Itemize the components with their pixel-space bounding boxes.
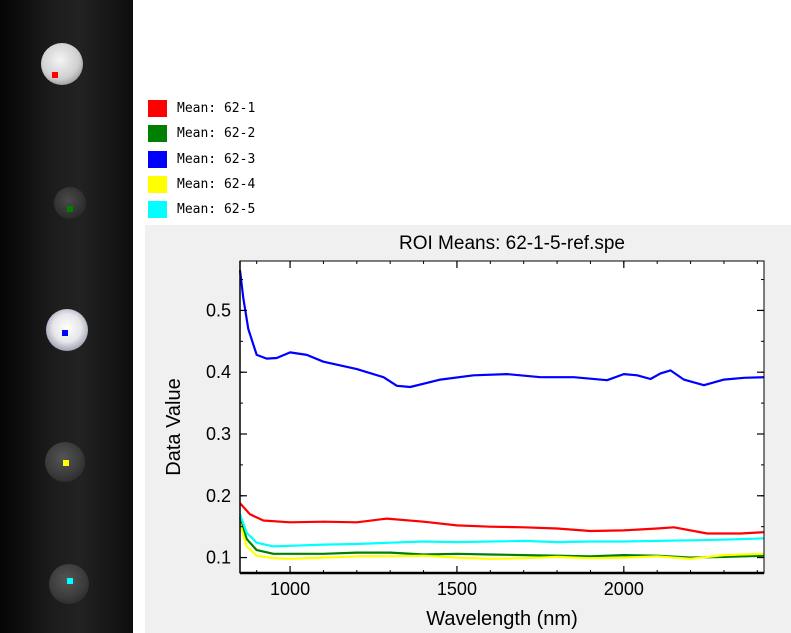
roi-marker-4 [63, 460, 69, 466]
legend-swatch [148, 125, 167, 143]
legend-item: Mean: 62-5 [148, 197, 255, 222]
roi-marker-3 [62, 330, 68, 336]
x-tick-label: 1000 [270, 579, 310, 599]
x-tick-label: 1500 [437, 579, 477, 599]
roi-marker-5 [67, 578, 73, 584]
legend-label: Mean: 62-3 [177, 151, 256, 167]
y-tick-label: 0.4 [206, 362, 231, 382]
legend-label: Mean: 62-1 [177, 101, 256, 117]
plot-panel: ROI Means: 62-1-5-ref.spe 1000 1500 2000 0.1… [145, 225, 791, 633]
hyperspectral-image-strip [0, 0, 133, 633]
roi-marker-1 [52, 72, 58, 78]
sample-disc-4 [45, 442, 85, 482]
sample-disc-3 [46, 309, 88, 351]
series-line-5 [238, 513, 765, 548]
sample-disc-1 [41, 43, 83, 85]
sample-disc-2 [54, 187, 86, 219]
y-tick-label: 0.3 [206, 424, 231, 444]
series-line-4 [238, 523, 765, 560]
legend-item: Mean: 62-1 [148, 96, 255, 121]
legend: Mean: 62-1 Mean: 62-2 Mean: 62-3 Mean: 62-4… [148, 96, 255, 222]
series-line-3 [238, 270, 765, 389]
sample-disc-5 [49, 564, 89, 604]
legend-label: Mean: 62-5 [177, 202, 256, 218]
legend-swatch [148, 150, 167, 168]
legend-swatch [148, 201, 167, 219]
legend-label: Mean: 62-4 [177, 177, 256, 193]
legend-swatch [148, 176, 167, 194]
legend-label: Mean: 62-2 [177, 126, 256, 142]
legend-item: Mean: 62-3 [148, 147, 255, 172]
chart-title: ROI Means: 62-1-5-ref.spe [399, 233, 625, 254]
x-axis-label: Wavelength (nm) [426, 608, 578, 630]
roi-marker-2 [67, 206, 73, 212]
legend-swatch [148, 100, 167, 118]
y-tick-label: 0.2 [206, 486, 231, 506]
y-tick-label: 0.1 [206, 548, 231, 568]
y-axis-label: Data Value [163, 378, 185, 475]
series-line-1 [239, 502, 765, 535]
legend-item: Mean: 62-2 [148, 121, 255, 146]
legend-item: Mean: 62-4 [148, 172, 255, 197]
roi-means-chart: ROI Means: 62-1-5-ref.spe 1000 1500 2000 0.1… [163, 233, 765, 630]
x-tick-label: 2000 [604, 579, 644, 599]
y-tick-label: 0.5 [206, 300, 231, 320]
